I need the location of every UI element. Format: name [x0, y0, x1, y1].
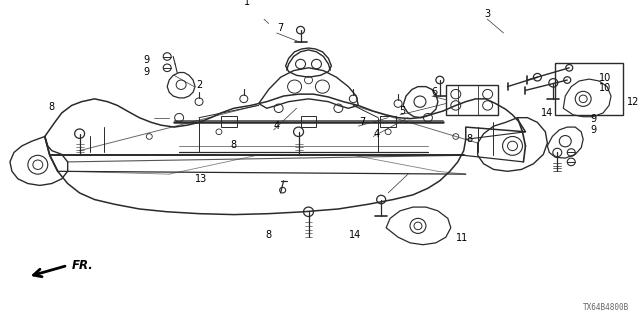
Bar — [446, 85, 497, 115]
Text: TX64B4800B: TX64B4800B — [582, 303, 629, 312]
Text: 6: 6 — [432, 87, 438, 97]
Text: 11: 11 — [456, 233, 468, 243]
Text: 4: 4 — [373, 129, 380, 139]
Text: 1: 1 — [244, 0, 250, 7]
Bar — [380, 116, 396, 127]
Text: 10: 10 — [599, 84, 611, 93]
Bar — [301, 116, 316, 127]
Text: 4: 4 — [273, 121, 280, 131]
Text: 10: 10 — [599, 73, 611, 83]
Text: 14: 14 — [349, 230, 362, 240]
Text: 14: 14 — [541, 108, 554, 118]
Text: 7: 7 — [278, 23, 284, 33]
Text: 8: 8 — [49, 102, 55, 112]
Text: 13: 13 — [195, 174, 207, 184]
Text: 8: 8 — [266, 230, 272, 240]
Text: 9: 9 — [590, 125, 596, 135]
Bar — [556, 63, 623, 115]
Text: 5: 5 — [399, 106, 405, 116]
Text: 9: 9 — [143, 67, 149, 76]
Text: 8: 8 — [231, 140, 237, 150]
Text: 12: 12 — [627, 97, 639, 107]
Text: 7: 7 — [359, 117, 365, 127]
Text: 3: 3 — [484, 9, 491, 19]
Text: 2: 2 — [196, 80, 202, 90]
Bar — [221, 116, 237, 127]
Text: FR.: FR. — [72, 259, 93, 272]
Text: 9: 9 — [143, 55, 149, 65]
Text: 9: 9 — [590, 114, 596, 124]
Text: 8: 8 — [467, 134, 473, 144]
